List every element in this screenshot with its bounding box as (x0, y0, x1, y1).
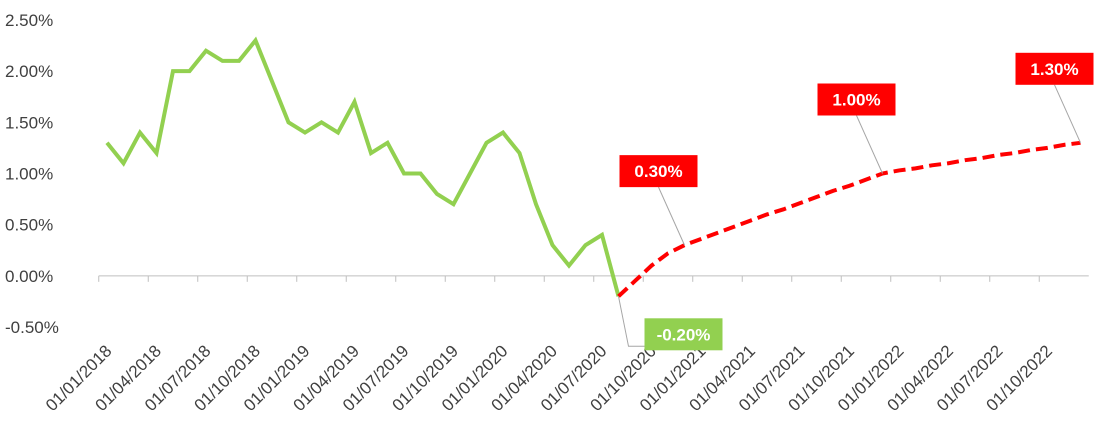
data-label: 1.30% (1030, 60, 1078, 79)
y-tick-label: 0.50% (5, 216, 53, 235)
y-tick-label: -0.50% (5, 318, 59, 337)
data-label: 0.30% (634, 162, 682, 181)
line (105, 36, 621, 297)
y-tick-label: 0.00% (5, 267, 53, 286)
y-tick-label: 1.00% (5, 165, 53, 184)
y-tick-label: 2.50% (5, 11, 53, 30)
data-label-box (817, 83, 896, 116)
data-label-box (1015, 52, 1094, 85)
data-label-box (619, 155, 698, 188)
data-label: -0.20% (657, 325, 711, 344)
leader-line (856, 115, 883, 174)
data-label-box (644, 318, 723, 351)
line (617, 140, 1081, 298)
leader-line (618, 296, 645, 347)
leader-line (658, 186, 685, 246)
data-label: 1.00% (832, 91, 880, 110)
y-tick-label: 1.50% (5, 113, 53, 132)
y-tick-label: 2.00% (5, 62, 53, 81)
leader-line (1054, 84, 1081, 144)
